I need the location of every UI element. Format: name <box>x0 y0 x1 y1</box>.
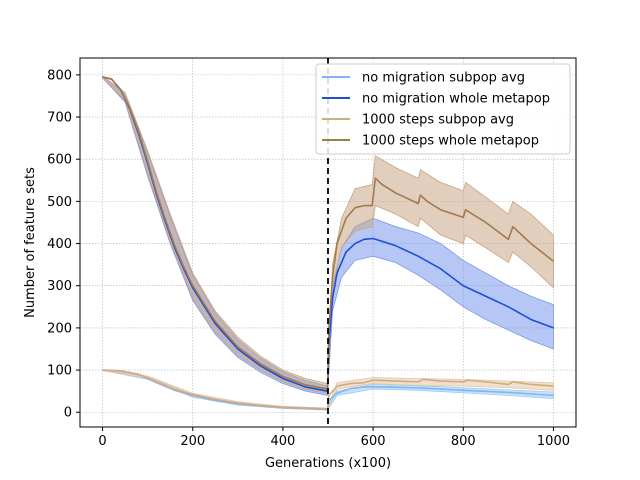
band-series-3 <box>102 75 554 395</box>
axis-ticks: 0 200 400 600 800 1000 0 100 200 300 400 500 600 700 8… <box>47 68 570 449</box>
legend: no migration subpop avg no migration whol… <box>315 63 571 155</box>
legend-label: no migration subpop avg <box>362 71 525 86</box>
y-tick-label: 800 <box>47 68 72 83</box>
y-tick-label: 700 <box>47 111 72 126</box>
x-tick-label: 800 <box>451 434 476 449</box>
line-series-3 <box>102 76 554 390</box>
y-tick-label: 400 <box>47 237 72 252</box>
line-series-2 <box>102 369 554 410</box>
y-tick-label: 100 <box>47 364 72 379</box>
y-tick-label: 0 <box>64 406 72 421</box>
series-lines <box>102 76 554 411</box>
y-tick-label: 500 <box>47 195 72 210</box>
legend-box <box>315 63 571 155</box>
x-tick-label: 600 <box>361 434 386 449</box>
legend-label: 1000 steps whole metapop <box>362 134 539 149</box>
x-tick-label: 1000 <box>537 434 570 449</box>
legend-label: no migration whole metapop <box>362 92 550 107</box>
x-tick-label: 0 <box>98 434 106 449</box>
y-axis-label: Number of feature sets <box>23 167 38 318</box>
y-tick-label: 600 <box>47 153 72 168</box>
y-tick-label: 300 <box>47 279 72 294</box>
x-tick-label: 200 <box>180 434 205 449</box>
x-tick-label: 400 <box>270 434 295 449</box>
x-axis-label: Generations (x100) <box>265 456 391 471</box>
plot-area-frame <box>79 57 577 428</box>
y-tick-label: 200 <box>47 321 72 336</box>
legend-label: 1000 steps subpop avg <box>362 113 514 128</box>
